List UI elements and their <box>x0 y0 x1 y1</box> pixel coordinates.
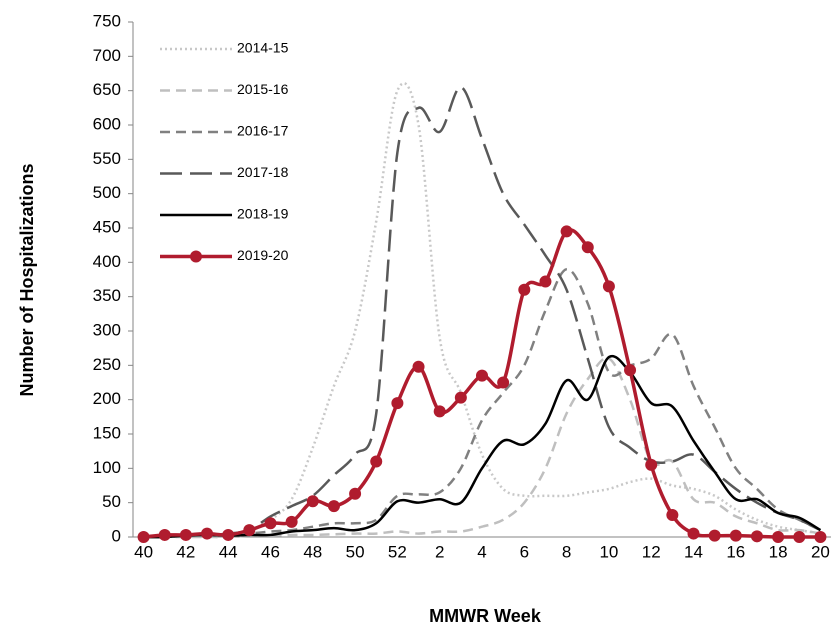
y-tick-label: 600 <box>93 114 121 133</box>
series-marker <box>433 405 446 418</box>
y-tick-label: 0 <box>112 526 121 545</box>
y-tick-label: 50 <box>102 492 121 511</box>
y-tick-label: 650 <box>93 80 121 99</box>
x-tick-label: 44 <box>219 542 238 561</box>
x-tick-label: 14 <box>684 542 703 561</box>
x-tick-label: 2 <box>435 542 444 561</box>
y-tick-label: 750 <box>93 11 121 30</box>
x-tick-label: 8 <box>562 542 571 561</box>
x-tick-label: 4 <box>477 542 486 561</box>
series-marker <box>687 527 700 540</box>
legend-label: 2015-16 <box>237 81 289 97</box>
x-axis-title: MMWR Week <box>429 606 542 626</box>
legend-label: 2017-18 <box>237 164 289 180</box>
series-marker <box>624 364 637 377</box>
series-marker <box>285 515 298 528</box>
series-marker <box>264 517 277 530</box>
x-tick-label: 16 <box>726 542 745 561</box>
series-line <box>143 228 821 539</box>
series-marker <box>222 528 235 541</box>
x-tick-label: 50 <box>346 542 365 561</box>
series-marker <box>412 360 425 373</box>
legend-label: 2018-19 <box>237 206 289 222</box>
series-marker <box>666 509 679 522</box>
series-marker <box>750 530 763 543</box>
series-marker <box>327 500 340 513</box>
series-marker <box>708 529 721 542</box>
x-tick-label: 10 <box>599 542 618 561</box>
series-marker <box>814 531 827 543</box>
series-marker <box>772 531 785 543</box>
series-marker <box>581 241 594 254</box>
x-tick-label: 6 <box>520 542 529 561</box>
x-tick-label: 42 <box>176 542 195 561</box>
series-marker <box>201 527 214 540</box>
y-tick-label: 100 <box>93 458 121 477</box>
x-tick-label: 40 <box>134 542 153 561</box>
series-line <box>143 267 821 539</box>
y-tick-label: 200 <box>93 389 121 408</box>
y-tick-label: 450 <box>93 217 121 236</box>
series-marker <box>349 487 362 500</box>
series-marker <box>158 528 171 541</box>
series-marker <box>645 458 658 471</box>
x-tick-label: 48 <box>303 542 322 561</box>
series-line <box>143 85 821 539</box>
series-marker <box>370 455 383 468</box>
series-marker <box>454 391 467 404</box>
series-marker <box>497 376 510 389</box>
series-marker <box>602 280 615 293</box>
series-marker <box>729 529 742 542</box>
series-line <box>143 356 821 539</box>
y-tick-label: 550 <box>93 149 121 168</box>
x-tick-label: 20 <box>811 542 830 561</box>
series-marker <box>476 369 488 382</box>
series-marker <box>560 225 573 238</box>
legend-label: 2019-20 <box>237 247 289 263</box>
series-marker <box>539 275 552 288</box>
legend-marker <box>190 250 202 263</box>
x-tick-label: 46 <box>261 542 280 561</box>
x-tick-label: 12 <box>642 542 661 561</box>
y-tick-label: 300 <box>93 320 121 339</box>
series-marker <box>306 495 319 508</box>
y-tick-label: 500 <box>93 183 121 202</box>
legend-label: 2014-15 <box>237 40 289 56</box>
series-marker <box>518 283 531 296</box>
y-tick-label: 250 <box>93 355 121 374</box>
x-tick-label: 52 <box>388 542 407 561</box>
series-line <box>143 354 822 539</box>
series-marker <box>391 397 404 410</box>
series-marker <box>243 524 256 537</box>
y-tick-label: 350 <box>93 286 121 305</box>
y-axis-title: Number of Hospitalizations <box>17 163 37 396</box>
y-tick-label: 400 <box>93 252 121 271</box>
series-marker <box>179 528 192 541</box>
y-tick-label: 700 <box>93 46 121 65</box>
series-marker <box>793 531 806 543</box>
y-tick-label: 150 <box>93 423 121 442</box>
x-tick-label: 18 <box>769 542 788 561</box>
series-marker <box>137 531 150 543</box>
legend-label: 2016-17 <box>237 123 289 139</box>
